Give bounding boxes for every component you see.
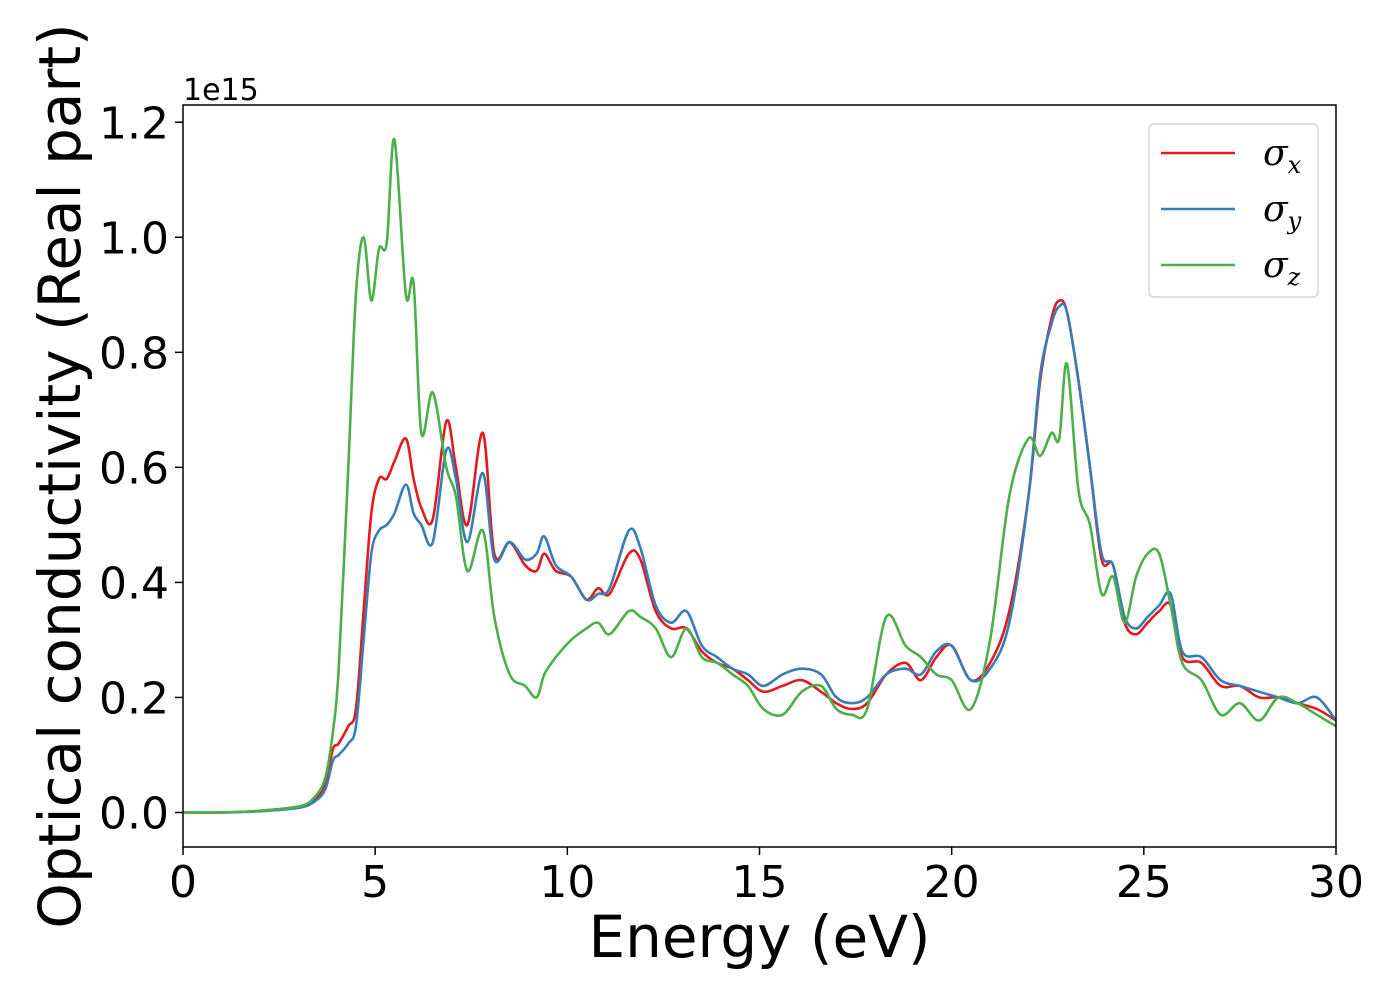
y-axis-ticks: 0.0 0.2 0.4 0.6 0.8 1.0 1.2: [99, 98, 183, 839]
y-tick-label: 0.8: [99, 328, 169, 379]
legend: σx σy σz: [1148, 123, 1319, 298]
y-axis-offset-label: 1e15: [183, 73, 259, 108]
y-tick-label: 0.6: [99, 443, 169, 494]
x-tick-label: 30: [1308, 857, 1364, 908]
x-tick-label: 15: [732, 857, 788, 908]
legend-entry-y: σy: [1263, 189, 1302, 235]
legend-box: [1148, 123, 1319, 298]
x-axis-ticks: 0 5 10 15 20 25 30: [169, 847, 1364, 908]
series-lines: [183, 138, 1336, 814]
x-tick-label: 5: [361, 857, 389, 908]
series-line-y: [183, 302, 1336, 814]
y-axis-label: Optical conductivity (Real part): [26, 23, 94, 928]
x-tick-label: 0: [169, 857, 197, 908]
x-axis-label: Energy (eV): [588, 903, 930, 971]
y-tick-label: 0.2: [99, 673, 169, 724]
y-tick-label: 0.0: [99, 788, 169, 839]
legend-entry-z: σz: [1263, 245, 1301, 291]
legend-entry-x: σx: [1263, 133, 1302, 179]
series-line-z: [183, 138, 1336, 814]
x-tick-label: 20: [924, 857, 980, 908]
x-tick-label: 10: [539, 857, 595, 908]
y-tick-label: 1.2: [99, 98, 169, 149]
y-tick-label: 1.0: [99, 213, 169, 264]
y-tick-label: 0.4: [99, 558, 169, 609]
x-tick-label: 25: [1116, 857, 1172, 908]
